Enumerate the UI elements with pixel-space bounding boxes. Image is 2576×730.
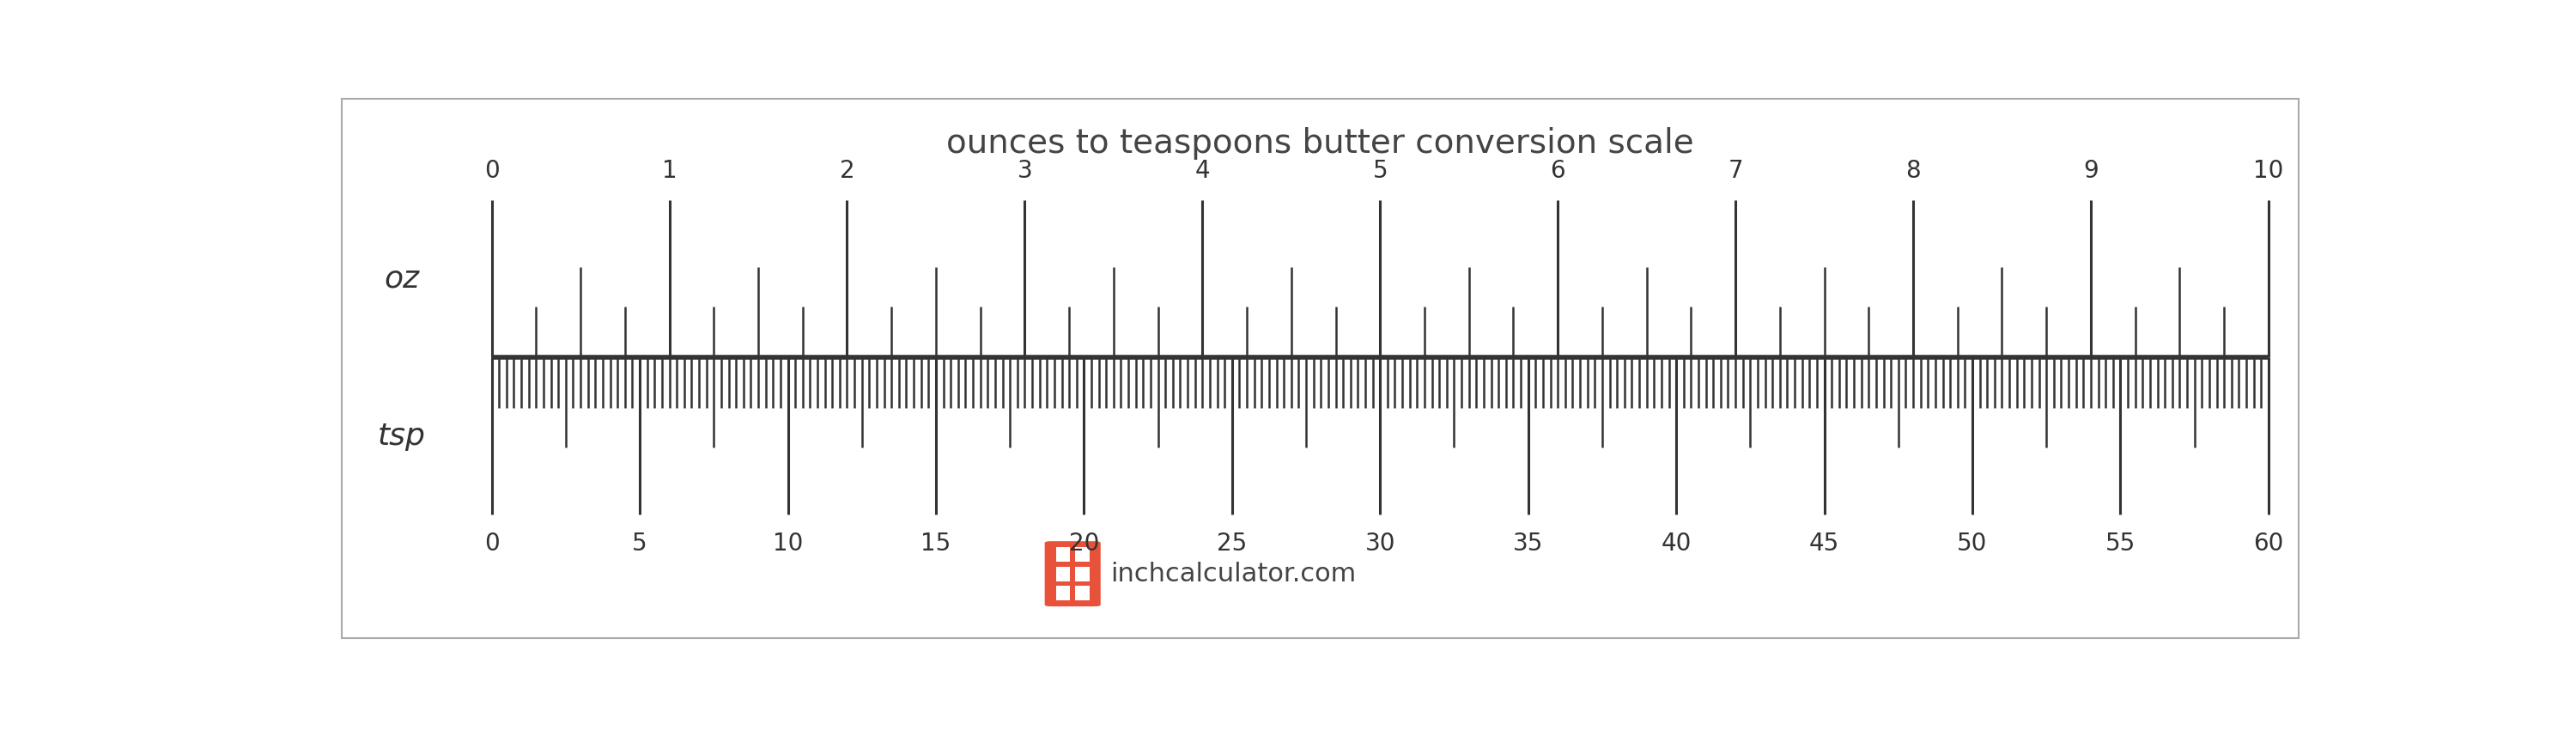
Text: 9: 9 bbox=[2084, 159, 2099, 183]
Text: 10: 10 bbox=[2254, 159, 2285, 183]
FancyBboxPatch shape bbox=[1074, 566, 1090, 581]
Text: 45: 45 bbox=[1808, 531, 1839, 556]
Text: 0: 0 bbox=[484, 531, 500, 556]
FancyBboxPatch shape bbox=[1074, 585, 1090, 600]
FancyBboxPatch shape bbox=[1056, 566, 1069, 581]
Text: 0: 0 bbox=[484, 159, 500, 183]
Text: 20: 20 bbox=[1069, 531, 1100, 556]
Text: 8: 8 bbox=[1906, 159, 1922, 183]
Text: 35: 35 bbox=[1512, 531, 1543, 556]
Text: ounces to teaspoons butter conversion scale: ounces to teaspoons butter conversion sc… bbox=[945, 127, 1695, 160]
Text: 2: 2 bbox=[840, 159, 855, 183]
Text: 4: 4 bbox=[1195, 159, 1211, 183]
Text: 40: 40 bbox=[1662, 531, 1692, 556]
Text: 30: 30 bbox=[1365, 531, 1396, 556]
FancyBboxPatch shape bbox=[1074, 548, 1090, 562]
Text: 50: 50 bbox=[1958, 531, 1989, 556]
Text: 3: 3 bbox=[1018, 159, 1033, 183]
FancyBboxPatch shape bbox=[1056, 548, 1069, 562]
Text: 15: 15 bbox=[920, 531, 951, 556]
Text: 5: 5 bbox=[1373, 159, 1388, 183]
Text: 60: 60 bbox=[2254, 531, 2285, 556]
Text: inchcalculator.com: inchcalculator.com bbox=[1110, 561, 1358, 586]
Text: 7: 7 bbox=[1728, 159, 1744, 183]
Text: tsp: tsp bbox=[379, 421, 425, 450]
Text: 25: 25 bbox=[1216, 531, 1247, 556]
FancyBboxPatch shape bbox=[1046, 541, 1100, 607]
FancyBboxPatch shape bbox=[1056, 585, 1069, 600]
Text: 1: 1 bbox=[662, 159, 677, 183]
Text: 5: 5 bbox=[631, 531, 647, 556]
Text: oz: oz bbox=[384, 264, 420, 293]
Text: 55: 55 bbox=[2105, 531, 2136, 556]
Text: 10: 10 bbox=[773, 531, 804, 556]
Text: 6: 6 bbox=[1551, 159, 1566, 183]
